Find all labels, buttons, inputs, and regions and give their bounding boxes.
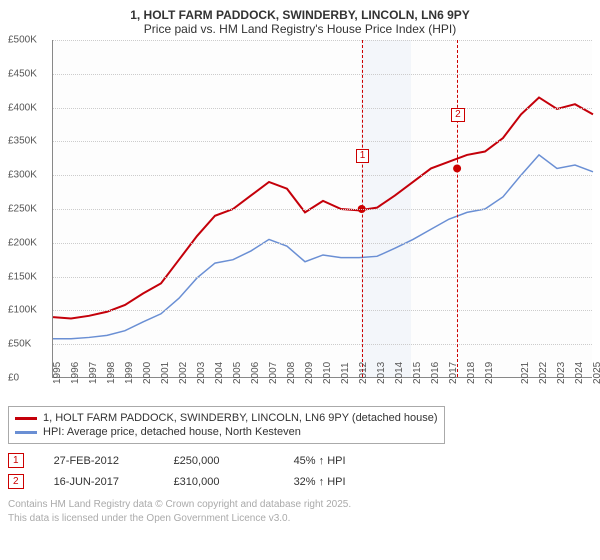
x-axis-label: 1998 bbox=[106, 362, 117, 384]
legend-item-price: 1, HOLT FARM PADDOCK, SWINDERBY, LINCOLN… bbox=[15, 411, 438, 425]
y-axis-label: £350K bbox=[8, 136, 50, 147]
row-index: 1 bbox=[8, 453, 24, 468]
y-axis-label: £300K bbox=[8, 170, 50, 181]
legend-label: 1, HOLT FARM PADDOCK, SWINDERBY, LINCOLN… bbox=[43, 412, 438, 424]
x-axis-label: 1999 bbox=[124, 362, 135, 384]
row-price: £250,000 bbox=[174, 455, 264, 467]
transaction-table: 1 27-FEB-2012 £250,000 45% ↑ HPI 2 16-JU… bbox=[8, 450, 592, 492]
x-axis-label: 2010 bbox=[322, 362, 333, 384]
y-axis-label: £200K bbox=[8, 237, 50, 248]
x-axis-label: 2016 bbox=[430, 362, 441, 384]
x-axis-label: 2003 bbox=[196, 362, 207, 384]
x-axis-label: 2009 bbox=[304, 362, 315, 384]
x-axis-label: 2001 bbox=[160, 362, 171, 384]
y-axis-label: £450K bbox=[8, 68, 50, 79]
x-axis-label: 2023 bbox=[556, 362, 567, 384]
legend-label: HPI: Average price, detached house, Nort… bbox=[43, 426, 301, 438]
x-axis-label: 2008 bbox=[286, 362, 297, 384]
y-axis-label: £50K bbox=[8, 339, 50, 350]
y-axis-label: £400K bbox=[8, 102, 50, 113]
legend-swatch bbox=[15, 417, 37, 420]
plot-region: 12 bbox=[52, 40, 592, 378]
row-hpi: 32% ↑ HPI bbox=[294, 476, 384, 488]
x-axis-label: 2007 bbox=[268, 362, 279, 384]
x-axis-label: 1996 bbox=[70, 362, 81, 384]
legend-item-hpi: HPI: Average price, detached house, Nort… bbox=[15, 425, 438, 439]
y-axis-label: £150K bbox=[8, 271, 50, 282]
y-axis-label: £100K bbox=[8, 305, 50, 316]
x-axis-label: 2017 bbox=[448, 362, 459, 384]
x-axis-label: 2019 bbox=[484, 362, 495, 384]
footer: Contains HM Land Registry data © Crown c… bbox=[8, 498, 592, 525]
x-axis-label: 1995 bbox=[52, 362, 63, 384]
marker-label: 1 bbox=[356, 149, 370, 163]
chart-area: 12 £0£50K£100K£150K£200K£250K£300K£350K£… bbox=[8, 40, 592, 400]
x-axis-label: 2022 bbox=[538, 362, 549, 384]
chart-container: { "title_line1": "1, HOLT FARM PADDOCK, … bbox=[0, 0, 600, 533]
y-axis-label: £0 bbox=[8, 373, 50, 384]
marker-line bbox=[457, 40, 458, 377]
x-axis-label: 2024 bbox=[574, 362, 585, 384]
row-date: 16-JUN-2017 bbox=[54, 476, 144, 488]
x-axis-label: 2004 bbox=[214, 362, 225, 384]
x-axis-label: 2005 bbox=[232, 362, 243, 384]
x-axis-label: 2002 bbox=[178, 362, 189, 384]
line-price_paid bbox=[53, 97, 593, 318]
chart-title-line2: Price paid vs. HM Land Registry's House … bbox=[8, 22, 592, 36]
row-index: 2 bbox=[8, 474, 24, 489]
y-axis-label: £250K bbox=[8, 204, 50, 215]
x-axis-label: 1997 bbox=[88, 362, 99, 384]
footer-line2: This data is licensed under the Open Gov… bbox=[8, 512, 592, 526]
row-hpi: 45% ↑ HPI bbox=[294, 455, 384, 467]
footer-line1: Contains HM Land Registry data © Crown c… bbox=[8, 498, 592, 512]
x-axis-label: 2018 bbox=[466, 362, 477, 384]
x-axis-label: 2006 bbox=[250, 362, 261, 384]
row-price: £310,000 bbox=[174, 476, 264, 488]
marker-label: 2 bbox=[451, 108, 465, 122]
x-axis-label: 2013 bbox=[376, 362, 387, 384]
x-axis-label: 2011 bbox=[340, 362, 351, 384]
x-axis-label: 2012 bbox=[358, 362, 369, 384]
legend-swatch bbox=[15, 431, 37, 434]
y-axis-label: £500K bbox=[8, 35, 50, 46]
x-axis-label: 2014 bbox=[394, 362, 405, 384]
x-axis-label: 2021 bbox=[520, 362, 531, 384]
x-axis-label: 2015 bbox=[412, 362, 423, 384]
table-row: 1 27-FEB-2012 £250,000 45% ↑ HPI bbox=[8, 450, 592, 471]
table-row: 2 16-JUN-2017 £310,000 32% ↑ HPI bbox=[8, 471, 592, 492]
legend: 1, HOLT FARM PADDOCK, SWINDERBY, LINCOLN… bbox=[8, 406, 445, 444]
marker-line bbox=[362, 40, 363, 377]
x-axis-label: 2025 bbox=[592, 362, 600, 384]
row-date: 27-FEB-2012 bbox=[54, 455, 144, 467]
chart-title-line1: 1, HOLT FARM PADDOCK, SWINDERBY, LINCOLN… bbox=[8, 8, 592, 22]
x-axis-label: 2000 bbox=[142, 362, 153, 384]
